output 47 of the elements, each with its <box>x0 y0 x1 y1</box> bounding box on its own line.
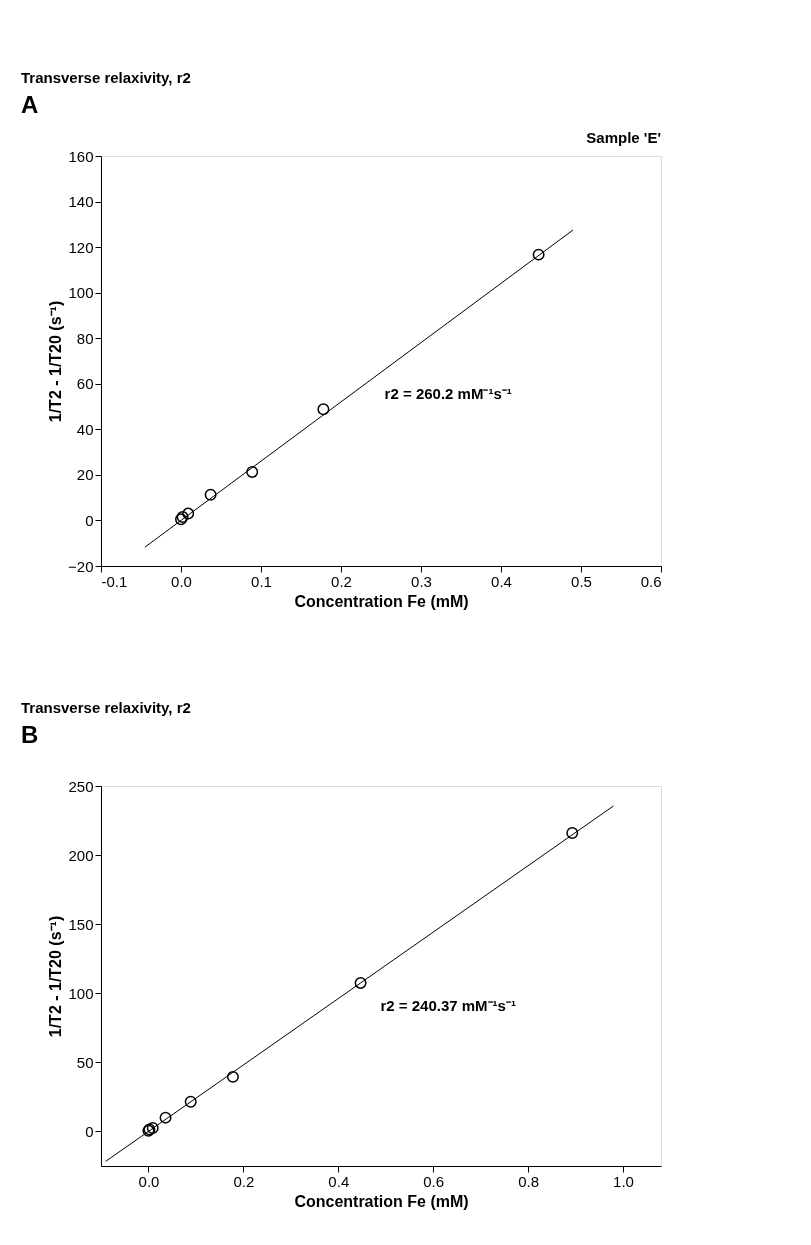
y-tick-label: 0 <box>85 1122 94 1140</box>
annotation: r2 = 240.37 mM⁻¹s⁻¹ <box>380 997 516 1015</box>
point <box>354 976 367 989</box>
x-tick-label: 0.8 <box>518 1172 540 1190</box>
y-tick-label: 140 <box>68 193 94 211</box>
y-tick-label: 50 <box>76 1053 94 1071</box>
y-axis-title: 1/T2 - 1/T20 (s⁻¹) <box>47 915 65 1038</box>
point <box>566 827 579 839</box>
x-axis-title: Concentration Fe (mM) <box>294 1192 469 1210</box>
x-tick-label: 0.1 <box>251 572 272 590</box>
point <box>226 1070 239 1083</box>
y-tick-label: 250 <box>68 777 94 795</box>
text: Sample 'E' <box>586 129 661 146</box>
y-tick-label: 100 <box>68 284 94 302</box>
y-tick-label: 150 <box>68 915 94 933</box>
y-tick-label: 200 <box>68 846 94 864</box>
x-axis-title: Concentration Fe (mM) <box>294 592 469 610</box>
text: A <box>21 91 39 118</box>
y-tick-label: 60 <box>76 375 94 393</box>
x-tick-label: 0.2 <box>331 572 352 590</box>
x-tick-label: 0.2 <box>233 1172 255 1190</box>
y-tick-label: 160 <box>68 147 94 165</box>
y-tick-label: 100 <box>68 984 94 1002</box>
x-tick-label: 0.4 <box>491 572 512 590</box>
chart-title: Transverse relaxivity, r2 <box>21 69 191 86</box>
y-axis-title: 1/T2 - 1/T20 (s⁻¹) <box>47 300 65 423</box>
y-tick-label: −20 <box>68 557 94 575</box>
x-tick-label: 1.0 <box>613 1172 634 1190</box>
y-tick-label: 0 <box>85 511 94 529</box>
point <box>146 1122 159 1134</box>
point <box>184 1095 197 1108</box>
x-tick-label: 0.6 <box>640 572 662 590</box>
x-tick-label: 0.4 <box>328 1172 350 1190</box>
x-tick-label: 0.5 <box>571 572 592 590</box>
chart-title: Transverse relaxivity, r2 <box>21 699 191 716</box>
y-tick-label: 40 <box>76 420 94 438</box>
x-tick-label: -0.1 <box>101 572 128 590</box>
x-tick-label: 0.3 <box>411 572 432 590</box>
point <box>159 1111 172 1124</box>
text: B <box>21 721 39 748</box>
y-tick-label: 120 <box>68 238 94 256</box>
x-tick-label: 0.0 <box>171 572 192 590</box>
annotation: r2 = 260.2 mM⁻¹s⁻¹ <box>384 384 512 402</box>
y-tick-label: 20 <box>76 466 94 484</box>
x-tick-label: 0.6 <box>423 1172 445 1190</box>
x-tick-label: 0.0 <box>138 1172 160 1190</box>
y-tick-label: 80 <box>76 329 94 347</box>
